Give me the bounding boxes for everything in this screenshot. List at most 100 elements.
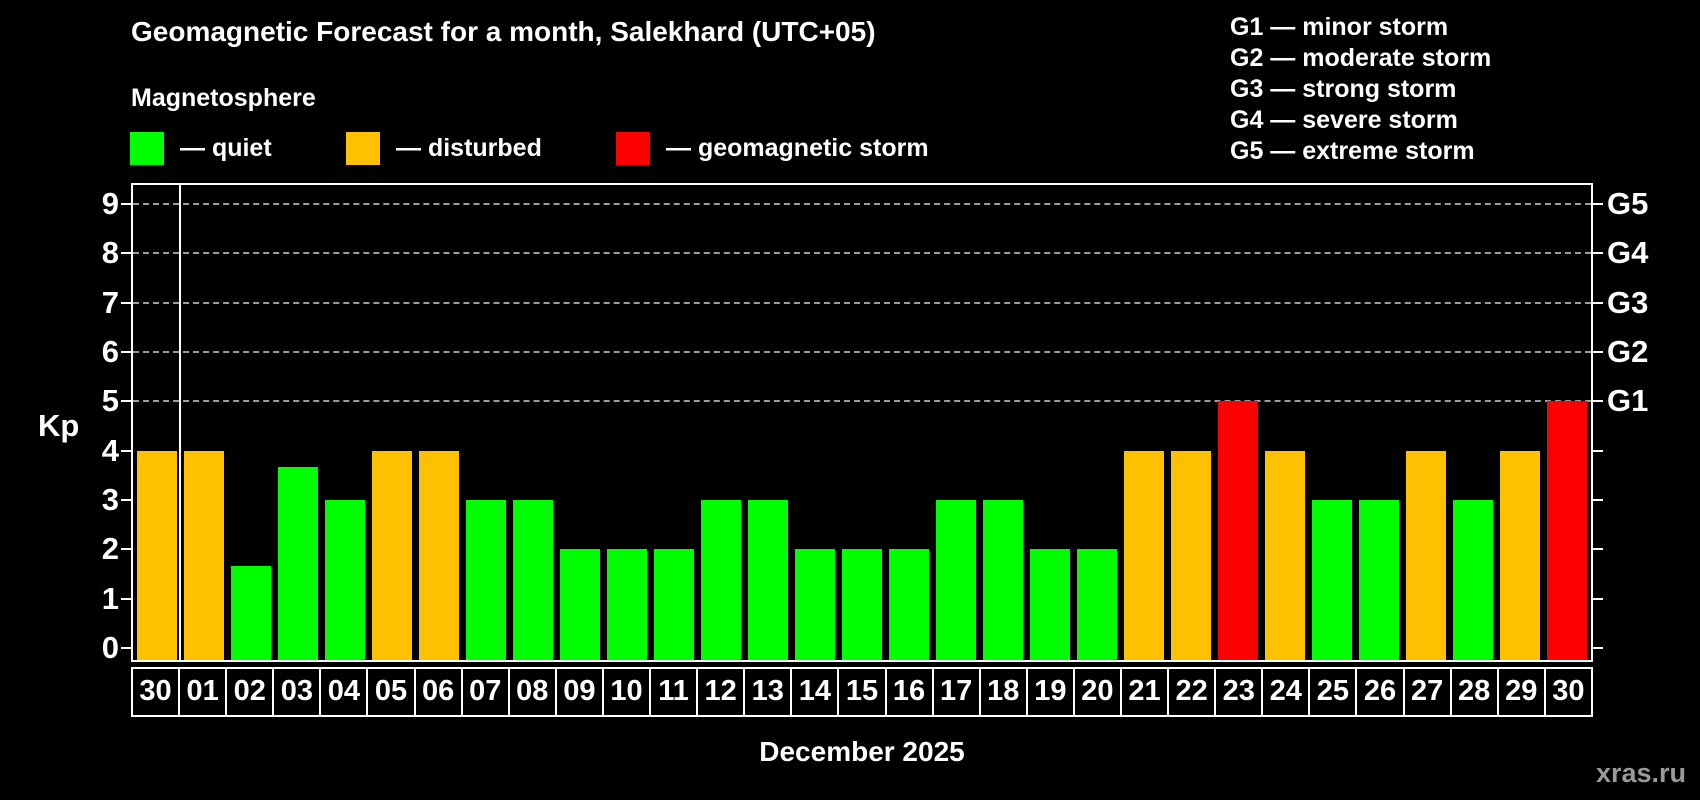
- y-tick-left-8: [121, 252, 131, 255]
- bar-3-day-03: [277, 466, 318, 660]
- legend-label-disturbed: — disturbed: [396, 133, 542, 162]
- x-day-cell-16-day-16: 16: [884, 667, 934, 717]
- y-tick-right-8: [1593, 252, 1603, 255]
- gridline-kp-6: [133, 350, 1591, 353]
- bar-27-day-27: [1406, 450, 1447, 660]
- y-tick-right-4: [1593, 449, 1603, 452]
- x-day-cell-11-day-11: 11: [649, 667, 699, 717]
- y-tick-left-0: [121, 647, 131, 650]
- y-tick-label-2: 2: [101, 531, 119, 567]
- x-day-cell-13-day-13: 13: [743, 667, 793, 717]
- bar-30-day-30: [1547, 401, 1588, 660]
- g-legend-line-g2: G2 — moderate storm: [1230, 44, 1492, 72]
- x-day-cell-30-day-30: 30: [1543, 667, 1593, 717]
- x-day-cell-25-day-25: 25: [1308, 667, 1358, 717]
- y-tick-left-7: [121, 301, 131, 304]
- x-day-cell-10-day-10: 10: [601, 667, 652, 717]
- y-tick-left-2: [121, 548, 131, 551]
- right-axis-label-g1: G1: [1607, 383, 1649, 419]
- y-tick-left-6: [121, 350, 131, 353]
- x-day-cell-1-day-01: 01: [178, 667, 228, 717]
- legend-label-quiet: — quiet: [180, 133, 272, 162]
- right-axis-label-g2: G2: [1607, 333, 1649, 369]
- x-day-cell-15-day-15: 15: [837, 667, 887, 717]
- gridline-kp-7: [133, 301, 1591, 304]
- y-tick-left-5: [121, 400, 131, 403]
- bar-18-day-18: [983, 500, 1024, 660]
- y-tick-label-3: 3: [101, 482, 119, 518]
- bar-14-day-14: [794, 549, 835, 660]
- legend-item-storm: — geomagnetic storm: [616, 128, 929, 168]
- legend-item-quiet: — quiet: [130, 128, 272, 168]
- disturbed-color-swatch: [346, 131, 380, 165]
- y-tick-left-1: [121, 597, 131, 600]
- bar-23-day-23: [1218, 401, 1259, 660]
- quiet-color-swatch: [130, 131, 164, 165]
- x-day-cell-9-day-09: 09: [554, 667, 604, 717]
- bar-10-day-10: [606, 549, 647, 660]
- gridline-kp-5: [133, 400, 1591, 403]
- x-day-cell-20-day-20: 20: [1072, 667, 1122, 717]
- y-tick-right-5: [1593, 400, 1603, 403]
- x-day-cell-2-day-02: 02: [225, 667, 275, 717]
- y-tick-left-3: [121, 499, 131, 502]
- x-day-cell-28-day-28: 28: [1449, 667, 1499, 717]
- bar-28-day-28: [1453, 500, 1494, 660]
- x-day-cell-23-day-23: 23: [1214, 667, 1264, 717]
- x-day-cell-21-day-21: 21: [1119, 667, 1170, 717]
- bar-26-day-26: [1359, 500, 1400, 660]
- x-day-cell-7-day-07: 07: [460, 667, 510, 717]
- x-day-cell-8-day-08: 08: [507, 667, 557, 717]
- bar-0-day-30: [136, 450, 177, 660]
- y-tick-label-5: 5: [101, 383, 119, 419]
- y-tick-left-9: [121, 202, 131, 205]
- x-axis-title: December 2025: [759, 736, 965, 767]
- y-tick-right-0: [1593, 647, 1603, 650]
- bar-6-day-06: [418, 450, 459, 660]
- x-day-cell-17-day-17: 17: [931, 667, 981, 717]
- chart-title: Geomagnetic Forecast for a month, Salekh…: [131, 16, 876, 47]
- bar-11-day-11: [653, 549, 694, 660]
- bar-8-day-08: [512, 500, 553, 660]
- bar-1-day-01: [183, 450, 224, 660]
- g-legend-line-g5: G5 — extreme storm: [1230, 137, 1475, 165]
- bar-7-day-07: [465, 500, 506, 660]
- x-axis-day-labels: 30 01 02 03 04 05 06 07 08 09 10 11 12 13 14 15 16 17 18 19…: [131, 667, 1593, 717]
- g-legend-line-g3: G3 — strong storm: [1230, 75, 1457, 103]
- x-day-cell-19-day-19: 19: [1025, 667, 1075, 717]
- plot-area: 0 1 2 3 4 5 6 7 8 9 G1 G2 G3 G4 G5: [102, 183, 1648, 665]
- y-tick-label-4: 4: [101, 432, 119, 468]
- bar-15-day-15: [842, 549, 882, 660]
- bar-25-day-25: [1312, 500, 1353, 660]
- bar-20-day-20: [1077, 549, 1118, 660]
- bar-21-day-21: [1124, 450, 1165, 660]
- y-tick-right-7: [1593, 301, 1603, 304]
- g-legend-line-g4: G4 — severe storm: [1230, 106, 1458, 134]
- y-tick-label-7: 7: [101, 284, 119, 320]
- x-day-cell-12-day-12: 12: [696, 667, 746, 717]
- y-tick-label-6: 6: [101, 333, 119, 369]
- bar-17-day-17: [936, 500, 977, 660]
- bar-2-day-02: [230, 565, 271, 660]
- bar-19-day-19: [1030, 549, 1071, 660]
- bar-4-day-04: [324, 500, 365, 660]
- x-day-cell-4-day-04: 04: [319, 667, 369, 717]
- right-axis-label-g5: G5: [1607, 185, 1649, 221]
- bar-12-day-12: [700, 500, 741, 660]
- y-tick-right-9: [1593, 202, 1603, 205]
- storm-color-swatch: [616, 131, 650, 165]
- bar-9-day-09: [559, 549, 600, 660]
- y-tick-right-2: [1593, 548, 1603, 551]
- x-day-cell-26-day-26: 26: [1355, 667, 1405, 717]
- legend-label-storm: — geomagnetic storm: [666, 133, 929, 162]
- x-day-cell-14-day-14: 14: [790, 667, 840, 717]
- y-axis-title: Kp: [38, 408, 80, 443]
- legend-item-disturbed: — disturbed: [346, 128, 542, 168]
- watermark: xras.ru: [1595, 758, 1686, 788]
- g-scale-legend: G1 — minor storm G2 — moderate storm G3 …: [1230, 12, 1491, 167]
- y-tick-right-1: [1593, 597, 1603, 600]
- bar-16-day-16: [889, 549, 930, 660]
- y-tick-label-0: 0: [101, 630, 119, 666]
- y-tick-right-3: [1593, 499, 1603, 502]
